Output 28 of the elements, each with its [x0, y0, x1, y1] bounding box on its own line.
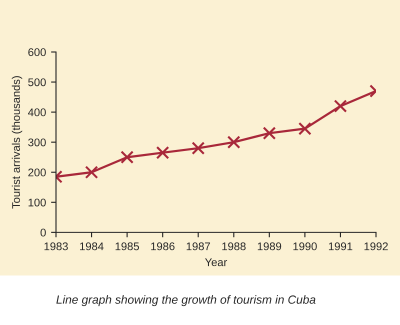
y-tick-label: 300 [28, 138, 46, 146]
point [192, 142, 205, 155]
x-tick-label: 1990 [293, 242, 317, 250]
point [84, 166, 98, 179]
x-axis-title: Year [205, 258, 228, 266]
x-tick-label: 1985 [116, 242, 140, 250]
x-tick-label: 1989 [258, 242, 282, 250]
x-tick-label: 1986 [151, 242, 175, 250]
x-tick-label: 1992 [364, 242, 388, 250]
point [298, 122, 312, 136]
y-tick-label: 200 [28, 168, 46, 176]
x-tick-label: 1987 [186, 242, 210, 250]
y-tick-label: 500 [28, 78, 46, 86]
point [334, 100, 348, 113]
y-axis-title: Tourist arrivals (thousands) [12, 76, 22, 209]
y-tick-label: 600 [28, 48, 46, 56]
point [156, 146, 170, 160]
text: Line graph showing the growth of tourism in Cuba [56, 295, 316, 306]
y-tick-label: 0 [40, 228, 46, 237]
point [227, 136, 240, 149]
x-tick-label: 1983 [44, 242, 68, 250]
point [120, 150, 134, 164]
x-tick-label: 1988 [222, 242, 246, 250]
point [262, 126, 276, 140]
y-tick-label: 100 [28, 198, 46, 206]
x-tick-label: 1991 [328, 242, 352, 250]
y-tick-label: 400 [28, 108, 46, 116]
x-tick-label: 1984 [80, 242, 104, 250]
